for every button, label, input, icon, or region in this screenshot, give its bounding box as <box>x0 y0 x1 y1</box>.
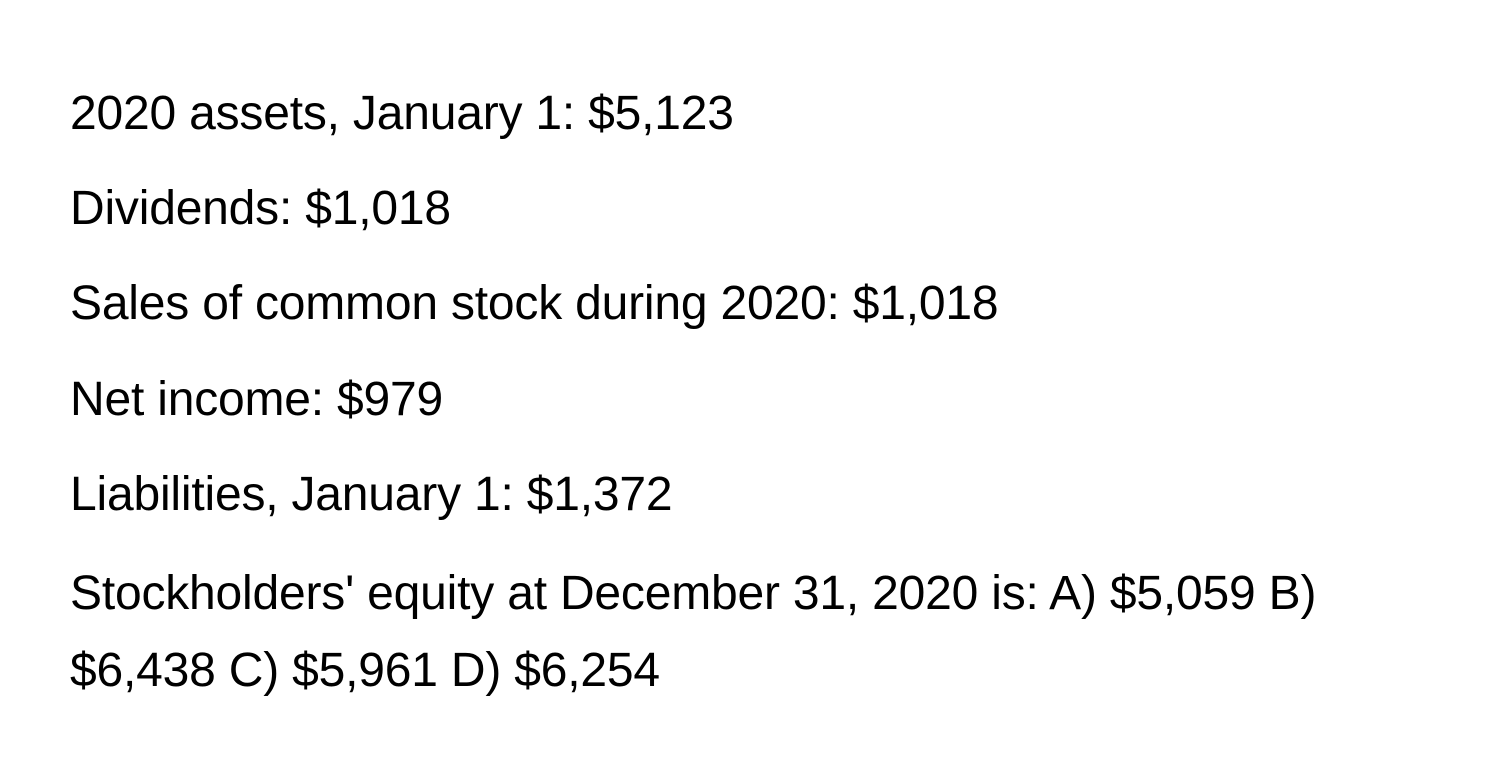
data-line-sales-common-stock: Sales of common stock during 2020: $1,01… <box>70 270 1430 337</box>
data-line-assets: 2020 assets, January 1: $5,123 <box>70 80 1430 147</box>
question-with-choices: Stockholders' equity at December 31, 202… <box>70 556 1430 710</box>
data-line-dividends: Dividends: $1,018 <box>70 175 1430 242</box>
data-line-liabilities: Liabilities, January 1: $1,372 <box>70 461 1430 528</box>
document-container: 2020 assets, January 1: $5,123 Dividends… <box>70 80 1430 710</box>
data-line-net-income: Net income: $979 <box>70 366 1430 433</box>
